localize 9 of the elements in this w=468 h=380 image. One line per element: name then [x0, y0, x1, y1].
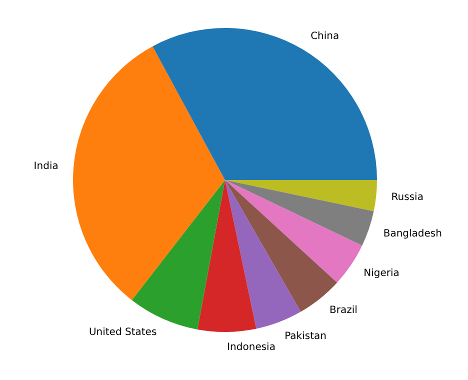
slice-label: Pakistan	[284, 330, 326, 342]
slice-label: Russia	[391, 192, 424, 203]
slice-label: Brazil	[330, 305, 358, 316]
slice-label: Bangladesh	[383, 228, 442, 240]
slice-label: United States	[88, 327, 157, 338]
slice-label: Indonesia	[227, 342, 276, 353]
slice-label: China	[310, 30, 340, 42]
slice-label: Nigeria	[364, 268, 400, 280]
slice-label: India	[34, 160, 58, 172]
